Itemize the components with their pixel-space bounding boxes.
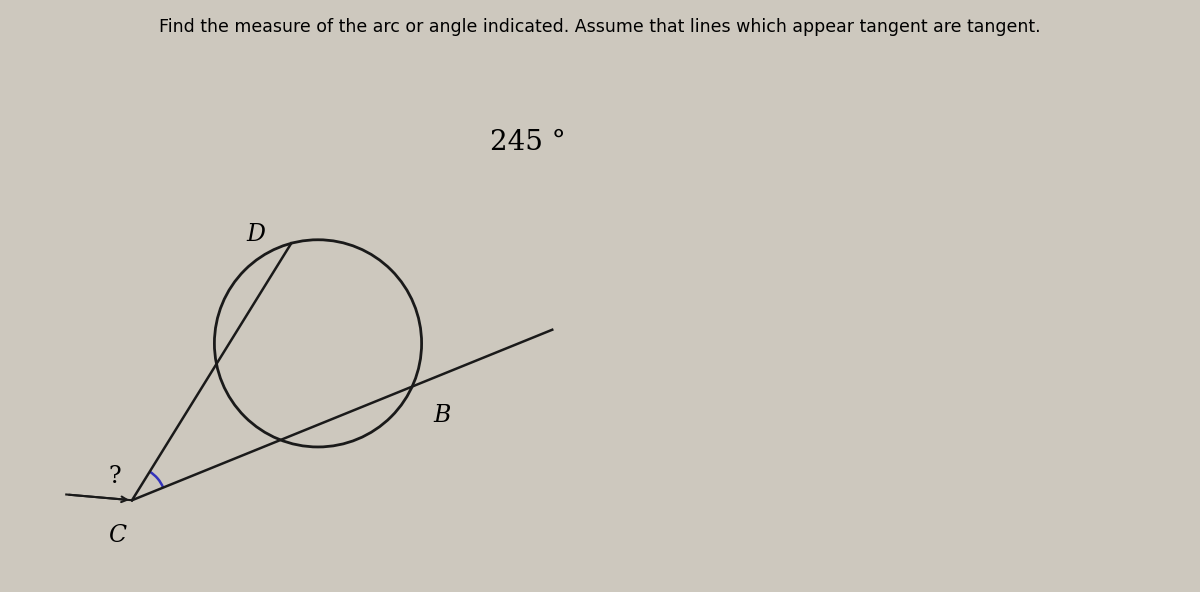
Text: 245 °: 245 ° [490,128,566,156]
Text: Find the measure of the arc or angle indicated. Assume that lines which appear t: Find the measure of the arc or angle ind… [160,18,1040,36]
Text: B: B [433,404,451,427]
Text: C: C [108,524,127,547]
Text: ?: ? [108,465,120,488]
Text: D: D [246,223,265,246]
